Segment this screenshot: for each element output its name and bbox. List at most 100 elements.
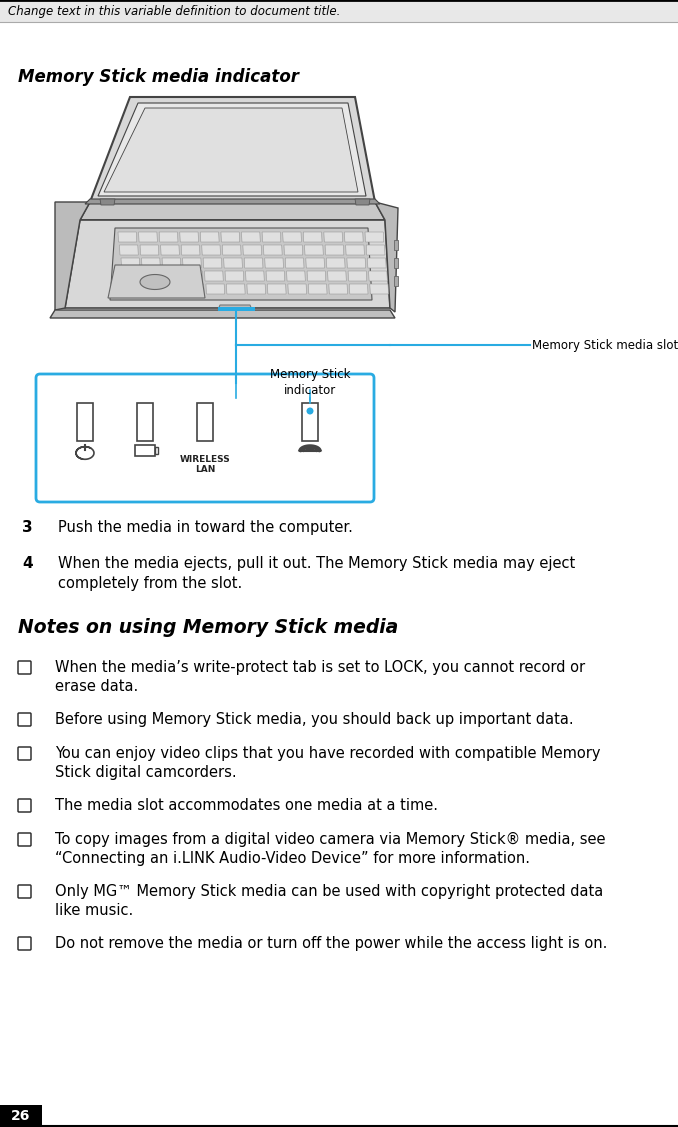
Polygon shape [221, 232, 240, 242]
Polygon shape [142, 258, 160, 268]
FancyBboxPatch shape [18, 937, 31, 950]
Polygon shape [140, 245, 159, 255]
Polygon shape [348, 270, 367, 281]
Text: Only MG™ Memory Stick media can be used with copyright protected data
like music: Only MG™ Memory Stick media can be used … [55, 884, 603, 919]
Text: Memory Stick media slot: Memory Stick media slot [532, 338, 678, 352]
Text: The media slot accommodates one media at a time.: The media slot accommodates one media at… [55, 798, 438, 813]
Polygon shape [119, 245, 138, 255]
Polygon shape [110, 228, 372, 300]
Text: Before using Memory Stick media, you should back up important data.: Before using Memory Stick media, you sho… [55, 712, 574, 727]
FancyBboxPatch shape [18, 713, 31, 726]
Text: 4: 4 [22, 556, 33, 571]
Polygon shape [143, 270, 162, 281]
FancyBboxPatch shape [18, 885, 31, 898]
Polygon shape [370, 284, 388, 294]
Polygon shape [165, 284, 184, 294]
Polygon shape [266, 270, 285, 281]
Bar [0, 1104, 42, 1127]
Text: Push the media in toward the computer.: Push the media in toward the computer. [58, 520, 353, 535]
Bar [155, 447, 158, 454]
Text: When the media’s write-protect tab is set to LOCK, you cannot record or
erase da: When the media’s write-protect tab is se… [55, 660, 585, 694]
Polygon shape [181, 245, 200, 255]
Polygon shape [347, 258, 365, 268]
Polygon shape [287, 270, 305, 281]
Polygon shape [367, 258, 386, 268]
Polygon shape [344, 232, 363, 242]
Polygon shape [304, 245, 323, 255]
Polygon shape [138, 232, 157, 242]
Polygon shape [303, 232, 322, 242]
Polygon shape [202, 245, 220, 255]
Polygon shape [65, 220, 390, 308]
Polygon shape [283, 232, 302, 242]
Polygon shape [222, 245, 241, 255]
Bar [77, 403, 93, 441]
Polygon shape [267, 284, 286, 294]
Polygon shape [307, 270, 326, 281]
Text: Memory Stick
indicator: Memory Stick indicator [270, 369, 351, 397]
Bar [218, 307, 255, 311]
Polygon shape [247, 284, 266, 294]
Polygon shape [375, 202, 398, 312]
Polygon shape [180, 232, 199, 242]
Polygon shape [288, 284, 306, 294]
Polygon shape [140, 275, 170, 290]
Polygon shape [90, 97, 375, 202]
Text: Change text in this variable definition to document title.: Change text in this variable definition … [8, 5, 340, 18]
Polygon shape [98, 103, 366, 196]
FancyBboxPatch shape [18, 662, 31, 674]
Polygon shape [241, 232, 260, 242]
Polygon shape [264, 258, 283, 268]
Bar [137, 403, 153, 441]
Text: Do not remove the media or turn off the power while the access light is on.: Do not remove the media or turn off the … [55, 937, 607, 951]
Polygon shape [365, 232, 384, 242]
Polygon shape [186, 284, 204, 294]
FancyBboxPatch shape [36, 374, 374, 502]
Text: To copy images from a digital video camera via Memory Stick® media, see
“Connect: To copy images from a digital video came… [55, 832, 605, 867]
Polygon shape [262, 232, 281, 242]
Polygon shape [218, 305, 252, 310]
Polygon shape [203, 258, 222, 268]
Polygon shape [163, 270, 182, 281]
Polygon shape [369, 270, 387, 281]
Polygon shape [144, 284, 163, 294]
FancyBboxPatch shape [18, 747, 31, 760]
FancyBboxPatch shape [18, 799, 31, 811]
Polygon shape [324, 232, 342, 242]
Bar [302, 403, 318, 441]
FancyBboxPatch shape [18, 833, 31, 846]
Circle shape [306, 408, 313, 415]
Polygon shape [326, 258, 345, 268]
Polygon shape [244, 258, 263, 268]
Polygon shape [161, 245, 180, 255]
Polygon shape [200, 232, 219, 242]
Polygon shape [55, 202, 90, 310]
Text: 3: 3 [22, 520, 33, 535]
Polygon shape [184, 270, 203, 281]
Text: Notes on using Memory Stick media: Notes on using Memory Stick media [18, 618, 398, 637]
Polygon shape [205, 270, 223, 281]
Polygon shape [284, 245, 303, 255]
Text: When the media ejects, pull it out. The Memory Stick media may eject
completely : When the media ejects, pull it out. The … [58, 556, 575, 591]
Polygon shape [349, 284, 368, 294]
Polygon shape [243, 245, 262, 255]
Polygon shape [121, 258, 140, 268]
Polygon shape [85, 199, 380, 204]
Polygon shape [355, 199, 370, 205]
Text: WIRELESS
LAN: WIRELESS LAN [180, 455, 231, 474]
Polygon shape [124, 284, 142, 294]
Polygon shape [394, 240, 398, 250]
Bar [197, 403, 213, 441]
Polygon shape [123, 270, 141, 281]
Polygon shape [325, 245, 344, 255]
Polygon shape [285, 258, 304, 268]
Polygon shape [206, 284, 224, 294]
Polygon shape [366, 245, 385, 255]
Polygon shape [346, 245, 364, 255]
Polygon shape [394, 276, 398, 286]
Polygon shape [394, 258, 398, 268]
Polygon shape [224, 258, 243, 268]
Polygon shape [159, 232, 178, 242]
Polygon shape [50, 310, 395, 318]
Polygon shape [80, 202, 385, 220]
